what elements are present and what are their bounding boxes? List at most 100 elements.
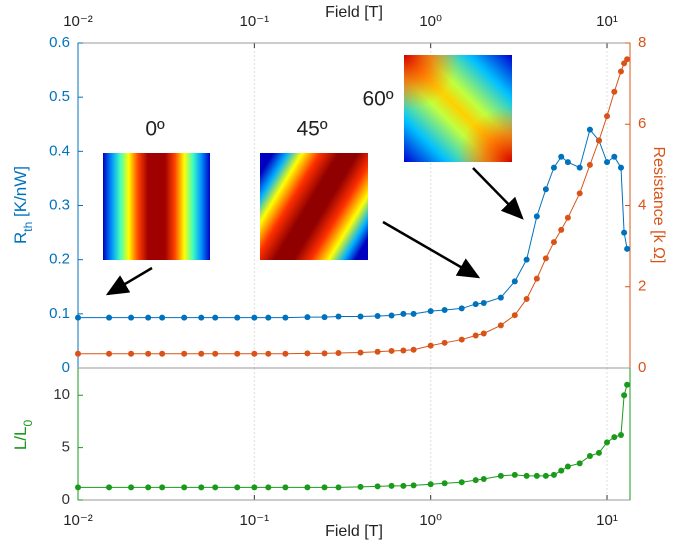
x-tick-label: 10⁰ [419,13,442,30]
data-point [480,330,487,337]
data-point [497,322,504,329]
y-tick-label: 0.3 [49,196,70,213]
data-point [586,453,593,459]
data-point [374,483,381,490]
label-part: R [11,232,30,244]
data-point [550,239,557,246]
data-point [427,342,434,349]
data-point [374,313,381,319]
label-part: th [21,222,35,232]
data-point [251,314,258,321]
data-point [181,314,188,321]
data-point [357,313,364,320]
data-point [265,314,272,321]
data-point [410,310,417,317]
data-point [533,213,540,220]
data-point [282,350,289,357]
y-tick-label: 0.6 [49,34,70,51]
data-point [497,472,504,479]
data-point [282,314,289,321]
data-point [357,483,364,490]
data-point [198,314,205,321]
y-tick-label: 0.1 [49,305,70,322]
data-point [542,255,549,262]
x-tick-label: 10¹ [596,512,618,529]
data-point [335,349,342,356]
data-point [304,350,311,357]
data-point [410,346,417,353]
data-point [400,482,407,489]
data-point [611,153,618,160]
data-point [427,308,434,315]
data-point [251,350,258,357]
y-tick-label: 10 [53,386,70,403]
data-point [265,484,272,491]
data-point [321,350,328,357]
data-point [511,471,518,478]
data-point [159,484,166,491]
data-point [617,432,624,439]
data-point [550,471,557,478]
data-point [335,313,342,320]
data-point [458,479,465,486]
data-point [533,275,540,282]
data-point [212,350,219,357]
data-point [106,350,113,357]
arrow [382,220,481,279]
data-point [611,88,618,95]
data-point [304,484,311,491]
y-axis-label: L/L0 [11,420,35,451]
data-point [586,161,593,168]
data-point [523,256,530,263]
data-point [523,295,530,302]
data-point [624,245,631,252]
data-point [441,307,448,314]
data-point [75,350,81,357]
data-point [576,460,583,467]
arrow [105,266,153,296]
data-point [511,278,518,285]
data-point [427,481,434,488]
data-point [159,350,166,357]
data-point [497,294,504,301]
data-point [595,137,602,144]
data-point [604,113,611,120]
x-tick-label: 10⁻² [63,13,93,30]
label-part: [K/nW] [11,166,30,222]
data-point [511,312,518,319]
data-point [624,56,631,63]
data-point [400,347,407,354]
data-point [621,229,628,236]
data-point [458,336,465,343]
data-point [321,484,328,491]
data-point [480,476,487,483]
data-point [564,159,571,166]
data-point [212,314,219,321]
data-point [523,472,530,479]
data-point [128,484,135,491]
data-point [550,164,557,171]
y-tick-label: 0.2 [49,251,70,268]
data-point [251,484,258,491]
data-point [533,472,540,479]
data-point [321,314,328,321]
data-point [611,434,618,441]
data-point [265,350,272,357]
data-point [558,467,565,474]
data-point [198,484,205,491]
data-point [128,350,135,357]
data-point [374,348,381,355]
data-point [472,477,479,484]
y2-tick-label: 8 [638,34,646,51]
data-point [106,484,113,491]
annotation: 0º [145,118,165,141]
data-point [472,332,479,339]
plot-frame [77,367,631,501]
y-axis-label: Rth [K/nW] [11,166,35,244]
y2-axis-label: Resistance [k Ω] [650,147,667,264]
data-point [388,482,395,489]
y-tick-label: 5 [62,439,70,456]
data-point [441,480,448,487]
inset-map [404,55,512,162]
